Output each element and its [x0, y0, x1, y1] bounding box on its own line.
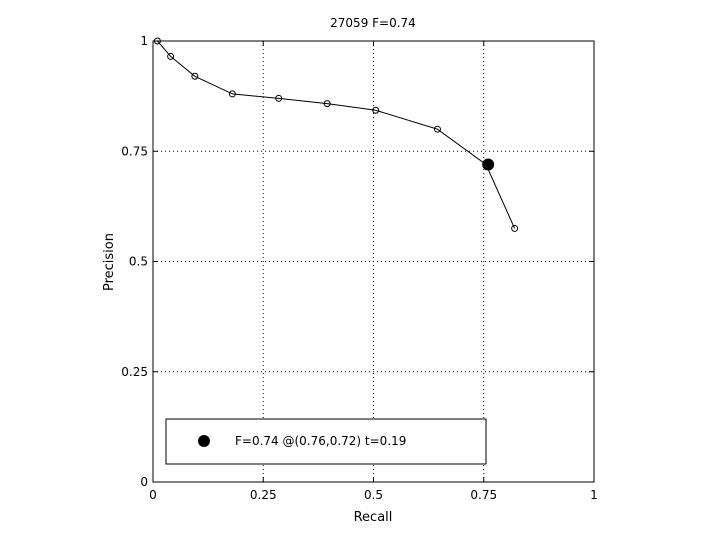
legend-text: F=0.74 @(0.76,0.72) t=0.19 [235, 434, 406, 448]
pr-point-marker [433, 125, 441, 133]
pr-point-marker [275, 94, 283, 102]
pr-point-marker [372, 106, 380, 114]
x-tick-label: 1 [590, 488, 598, 502]
legend-box [165, 418, 487, 465]
pr-curve-line [157, 40, 516, 229]
legend-marker [198, 435, 210, 447]
y-tick-label: 0 [140, 475, 148, 489]
x-tick-label: 0.75 [470, 488, 497, 502]
grid [153, 41, 594, 482]
y-tick-label: 0.5 [129, 255, 148, 269]
pr-point-marker [323, 100, 331, 108]
pr-point-marker [511, 224, 519, 232]
pr-point-marker [153, 37, 161, 45]
x-tick-label: 0 [149, 488, 157, 502]
pr-point-marker [167, 52, 175, 60]
y-tick-label: 0.75 [121, 144, 148, 158]
pr-point-marker [228, 90, 236, 98]
y-tick-label: 0.25 [121, 365, 148, 379]
x-axis-label: Recall [354, 510, 393, 525]
best-f-point-marker [482, 158, 495, 171]
plot-frame [152, 40, 595, 483]
chart-title: 27059 F=0.74 [330, 16, 416, 30]
x-tick-label: 0.25 [250, 488, 277, 502]
tick-labels: 0 0.25 0.5 0.75 1 0 0.25 0.5 0.75 1 [121, 34, 598, 502]
y-tick-label: 1 [140, 34, 148, 48]
legend: F=0.74 @(0.76,0.72) t=0.19 [165, 418, 487, 465]
series [153, 37, 519, 232]
x-tick-label: 0.5 [364, 488, 383, 502]
pr-point-marker [191, 72, 199, 80]
y-axis-label: Precision [102, 233, 117, 291]
